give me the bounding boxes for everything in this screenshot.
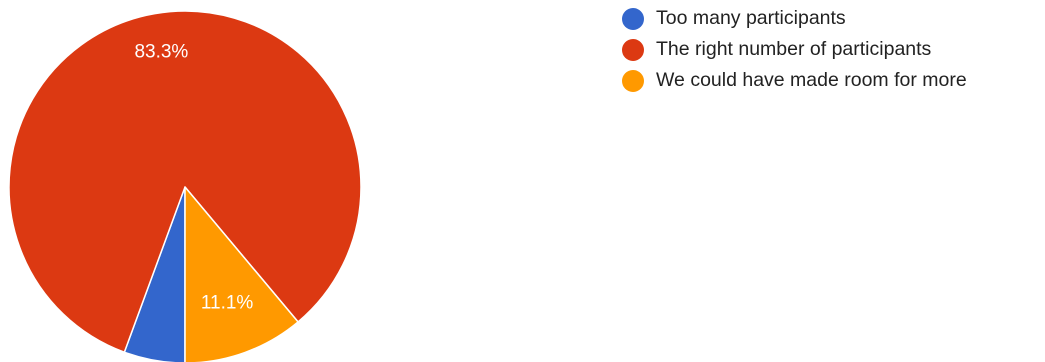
legend-label: The right number of participants xyxy=(656,38,932,60)
legend-swatch-icon xyxy=(622,69,644,92)
pie-slice-we-could-have-made-room-for-more xyxy=(184,186,299,362)
legend-swatch-icon xyxy=(622,38,644,61)
legend-item-the-right-number-of-participants: The right number of participants xyxy=(622,38,967,61)
chart-legend: Too many participants The right number of… xyxy=(622,7,967,100)
legend-label: Too many participants xyxy=(656,7,846,29)
legend-label: We could have made room for more xyxy=(656,69,967,91)
pie-slice-the-right-number-of-participants xyxy=(8,10,362,353)
legend-item-too-many-participants: Too many participants xyxy=(622,7,967,30)
slice-label-we-could-have-made-room-for-more: 11.1% xyxy=(201,292,254,313)
slice-label-the-right-number-of-participants: 83.3% xyxy=(134,41,188,62)
legend-swatch-icon xyxy=(622,7,644,30)
pie-slice-labels: 83.3% 11.1% xyxy=(134,41,253,313)
pie-slices xyxy=(8,10,362,362)
legend-item-we-could-have-made-room-for-more: We could have made room for more xyxy=(622,69,967,92)
